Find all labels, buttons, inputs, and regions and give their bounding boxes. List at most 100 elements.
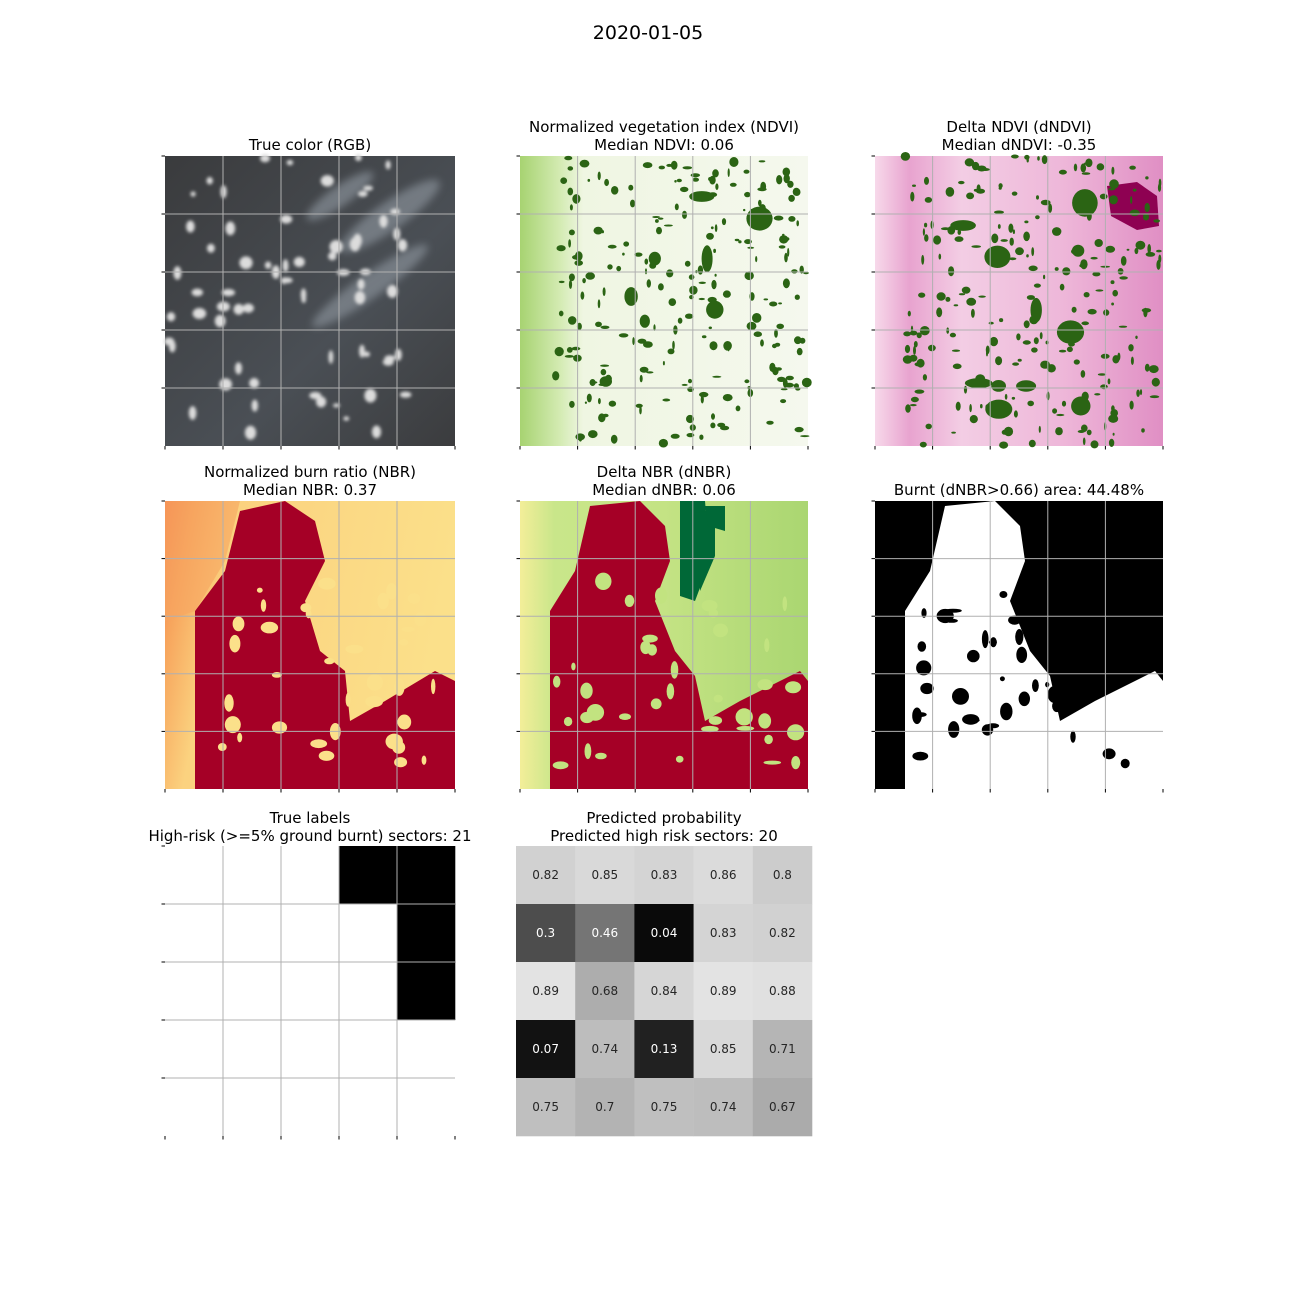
texture-blob [1130, 356, 1134, 365]
texture-blob [1126, 248, 1130, 251]
texture-blob [224, 716, 241, 734]
texture-blob [714, 224, 718, 232]
texture-blob [1117, 268, 1124, 275]
texture-blob [989, 336, 998, 347]
texture-blob [794, 336, 802, 345]
texture-blob [1080, 370, 1086, 378]
probability-value: 0.82 [532, 868, 559, 882]
texture-blob [256, 587, 263, 593]
texture-blob [922, 374, 927, 381]
texture-blob [658, 165, 665, 170]
texture-blob [1087, 308, 1097, 315]
texture-blob [1117, 352, 1121, 361]
texture-blob [585, 272, 595, 280]
texture-blob [1052, 700, 1062, 713]
probability-cell [575, 846, 635, 905]
texture-blob [1108, 414, 1119, 423]
texture-blob [1028, 265, 1038, 272]
texture-blob [618, 333, 629, 338]
texture-blob [701, 335, 707, 339]
probability-cell [516, 962, 576, 1021]
texture-blob [782, 596, 788, 611]
texture-blob [242, 303, 254, 313]
texture-blob [764, 734, 773, 745]
texture-blob [1011, 154, 1019, 159]
texture-blob [1111, 405, 1115, 412]
rgb-image [161, 154, 456, 450]
texture-blob [1109, 195, 1118, 205]
texture-blob [168, 340, 176, 353]
texture-blob [564, 155, 573, 161]
texture-blob [1054, 267, 1059, 271]
texture-blob [394, 678, 405, 696]
texture-blob [622, 252, 625, 256]
texture-blob [985, 399, 1013, 419]
texture-blob [924, 222, 928, 228]
texture-blob [657, 217, 664, 220]
texture-blob [558, 280, 565, 284]
texture-blob [237, 732, 243, 743]
texture-blob [1120, 256, 1127, 266]
texture-blob [677, 317, 683, 324]
texture-blob [318, 750, 335, 761]
texture-blob [235, 362, 242, 375]
texture-blob [1080, 259, 1088, 270]
probability-value: 0.71 [769, 1042, 796, 1056]
probability-cell [693, 846, 754, 905]
label-cell [223, 1020, 282, 1079]
texture-blob [779, 235, 789, 244]
texture-blob [260, 621, 279, 634]
texture-blob [784, 252, 788, 263]
texture-blob [949, 332, 956, 338]
texture-blob [1157, 183, 1162, 192]
dnbr-title: Delta NBR (dNBR) [596, 463, 732, 481]
probability-value: 0.07 [532, 1042, 559, 1056]
texture-blob [646, 279, 651, 288]
texture-blob [668, 298, 677, 306]
texture-blob [1145, 176, 1149, 180]
texture-blob [1041, 155, 1048, 165]
texture-blob [560, 177, 568, 184]
probability-value: 0.7 [595, 1100, 614, 1114]
texture-blob [672, 340, 675, 350]
texture-blob [914, 389, 925, 394]
texture-blob [964, 158, 975, 167]
texture-blob [688, 378, 692, 384]
grid-lines [875, 501, 1163, 789]
texture-blob [1056, 413, 1065, 417]
texture-blob [1037, 156, 1040, 161]
texture-blob [991, 233, 999, 244]
texture-blob [1086, 429, 1092, 436]
texture-blob [1000, 702, 1013, 721]
texture-blob [1141, 428, 1145, 433]
texture-blob [632, 337, 635, 346]
texture-blob [988, 639, 997, 645]
texture-blob [600, 364, 610, 367]
texture-blob [1070, 730, 1076, 743]
texture-blob [919, 441, 927, 448]
texture-blob [969, 404, 972, 413]
texture-blob [386, 583, 398, 600]
texture-blob [221, 289, 235, 297]
texture-blob [1148, 365, 1159, 374]
texture-blob [793, 383, 799, 389]
texture-blob [397, 714, 412, 730]
texture-blob [397, 239, 408, 252]
texture-blob [329, 240, 343, 254]
texture-blob [1003, 426, 1014, 437]
texture-blob [610, 434, 618, 444]
label-cell [339, 904, 398, 963]
label-cell [165, 962, 224, 1021]
texture-blob [945, 296, 951, 302]
texture-blob [744, 379, 750, 384]
texture-blob [589, 381, 598, 384]
texture-blob [1120, 758, 1130, 769]
texture-blob [399, 391, 412, 398]
texture-blob [757, 679, 773, 691]
texture-blob [981, 630, 989, 649]
texture-blob [1033, 337, 1039, 345]
texture-blob [556, 245, 566, 252]
texture-blob [900, 152, 911, 161]
texture-blob [1132, 188, 1137, 192]
texture-blob [324, 657, 335, 665]
